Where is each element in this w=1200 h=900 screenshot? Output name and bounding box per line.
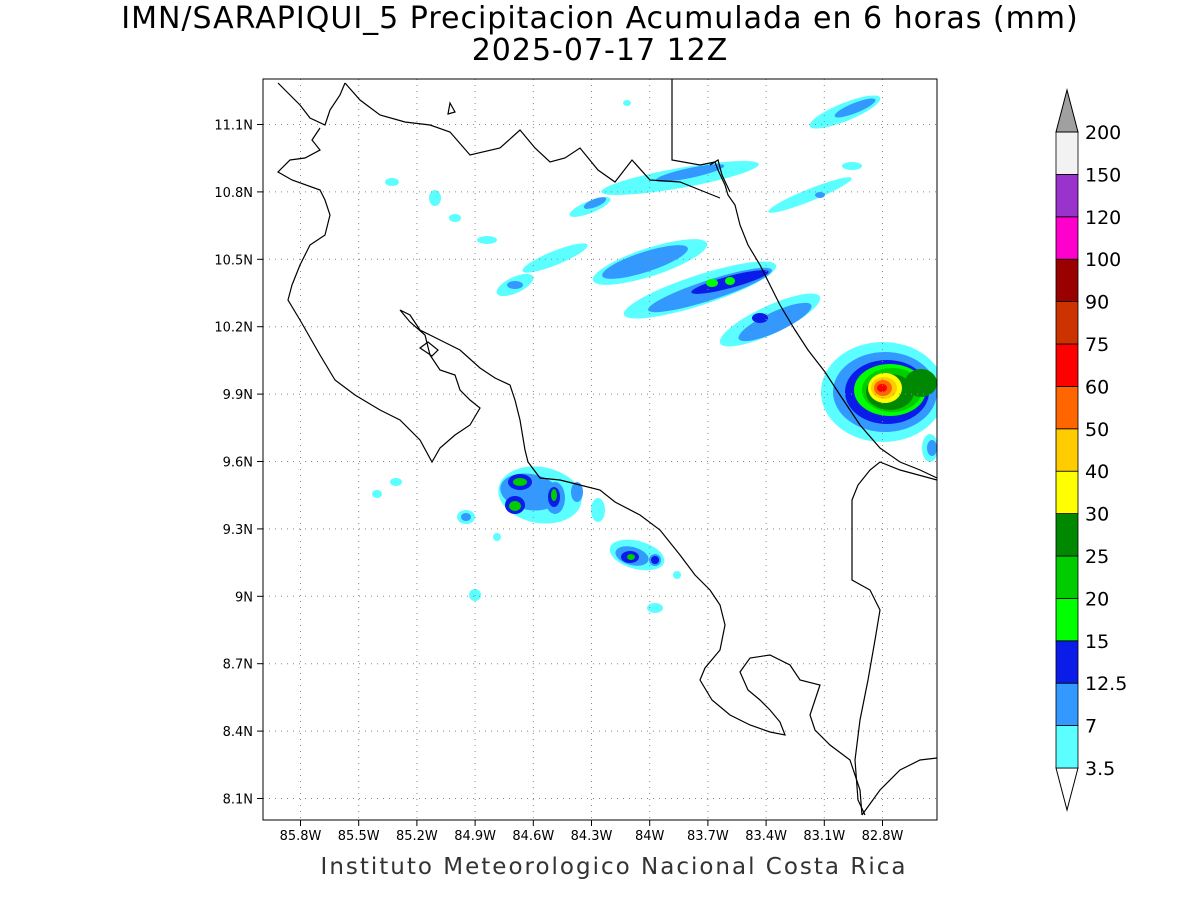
x-tick-label: 84.9W [454,829,496,844]
y-tick-label: 8.1N [223,793,253,808]
coastline [277,79,937,816]
colorbar-lower-triangle [1055,767,1079,812]
y-tick-label: 8.4N [223,725,253,740]
credit-footer: Instituto Meteorologico Nacional Costa R… [320,854,908,880]
colorbar-level-label: 12.5 [1085,673,1127,695]
colorbar-swatch [1055,470,1079,515]
x-tick-label: 82.8W [862,829,904,844]
y-tick-label: 10.5N [214,253,253,268]
colorbar-swatch [1055,598,1079,642]
precipitation-field [372,95,937,613]
colorbar-level-label: 75 [1085,334,1109,356]
x-axis-ticks: 85.8W 85.5W 85.2W 84.9W 84.6W 84.3W 84W 83.7W 83… [280,820,904,844]
y-tick-label: 9.3N [223,523,253,538]
colorbar-level-label: 40 [1085,461,1109,483]
colorbar-level-label: 120 [1085,207,1121,229]
colorbar-swatch [1055,428,1079,472]
colorbar-swatch [1055,173,1079,218]
x-tick-label: 83.1W [803,829,845,844]
x-tick-label: 85.8W [280,829,322,844]
colorbar-level-label: 7 [1085,716,1097,738]
x-tick-label: 83.7W [687,829,729,844]
plot-frame [262,78,938,821]
colorbar-swatch [1055,682,1079,727]
y-tick-label: 10.2N [214,321,253,336]
precip-core-heavy [868,373,902,403]
colorbar-level-label: 100 [1085,249,1121,271]
colorbar-level-label: 150 [1085,164,1121,186]
y-tick-label: 9.6N [223,456,253,471]
colorbar-swatch [1055,513,1079,557]
colorbar-swatch [1055,725,1079,769]
lat-lon-grid [263,79,937,820]
colorbar-swatch [1055,640,1079,684]
colorbar-level-label: 15 [1085,631,1109,653]
colorbar-swatch [1055,258,1079,303]
colorbar-level-label: 50 [1085,419,1109,441]
x-tick-label: 84W [635,829,665,844]
map-subtitle-date: 2025-07-17 12Z [471,33,729,68]
x-tick-label: 84.6W [512,829,554,844]
colorbar-swatch [1055,385,1079,430]
colorbar-level-label: 60 [1085,376,1109,398]
y-tick-label: 9.9N [223,388,253,403]
x-tick-label: 85.2W [396,829,438,844]
colorbar-level-label: 20 [1085,588,1109,610]
y-tick-label: 11.1N [214,119,253,134]
x-tick-label: 84.3W [571,829,613,844]
x-tick-label: 85.5W [338,829,380,844]
colorbar-level-label: 30 [1085,504,1109,526]
colorbar-upper-triangle [1055,88,1079,133]
plot-area [262,78,938,821]
colorbar-level-label: 90 [1085,292,1109,314]
y-tick-label: 10.8N [214,186,253,201]
colorbar-level-label: 25 [1085,546,1109,568]
plot-background [263,79,937,820]
colorbar-swatch [1055,343,1079,387]
y-axis-ticks: 11.1N 10.8N 10.5N 10.2N 9.9N 9.6N 9.3N 9N 8.7N 8.… [214,119,263,808]
colorbar-swatch [1055,301,1079,345]
x-tick-label: 83.4W [745,829,787,844]
y-tick-label: 8.7N [223,658,253,673]
y-tick-label: 9N [235,590,253,605]
colorbar-level-label: 200 [1085,122,1121,144]
colorbar-swatch [1055,216,1079,260]
colorbar: 3.5 7 12.5 15 20 25 30 40 50 60 75 90 100 120 150 200 [1055,88,1127,812]
colorbar-swatch [1055,131,1079,175]
map-title: IMN/SARAPIQUI_5 Precipitacion Acumulada … [121,1,1079,36]
colorbar-level-label: 3.5 [1085,758,1115,780]
colorbar-swatch [1055,555,1079,599]
